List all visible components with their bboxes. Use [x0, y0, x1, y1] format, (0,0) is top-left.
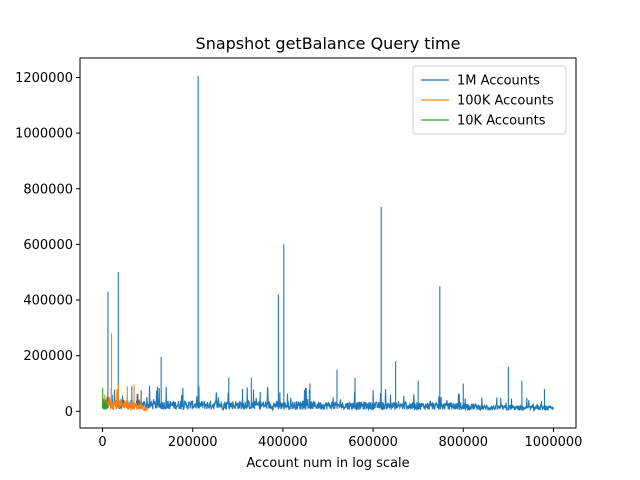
series-layer	[102, 76, 554, 412]
plot-frame	[79, 57, 577, 429]
y-tick-label: 400000	[23, 294, 73, 309]
x-tick-label: 800000	[438, 435, 488, 450]
legend-label: 10K Accounts	[457, 114, 546, 129]
axes-layer: 0 200000 400000 600000 800000 1000000 0 200000 4…	[15, 57, 583, 450]
legend-label: 1M Accounts	[457, 74, 540, 89]
y-tick-label: 600000	[23, 238, 73, 253]
x-tick-label: 600000	[348, 435, 398, 450]
y-tick-label: 1200000	[15, 71, 73, 86]
legend-label: 100K Accounts	[457, 94, 554, 109]
series-line-2	[102, 333, 148, 412]
x-tick-label: 400000	[258, 435, 308, 450]
y-tick-label: 1000000	[15, 127, 73, 142]
legend-box	[412, 65, 567, 135]
y-tick-label: 200000	[23, 349, 73, 364]
x-tick-label: 1000000	[525, 435, 583, 450]
series-line-1	[102, 76, 554, 412]
x-axis-label: Account num in log scale	[246, 456, 409, 471]
x-tick-label: 0	[98, 435, 106, 450]
legend: 1M Accounts 100K Accounts 10K Accounts	[412, 65, 567, 135]
chart-title: Snapshot getBalance Query time	[196, 34, 461, 53]
series-line-3	[102, 388, 108, 410]
y-tick-label: 800000	[23, 182, 73, 197]
x-tick-label: 200000	[168, 435, 218, 450]
y-tick-label: 0	[65, 405, 73, 420]
